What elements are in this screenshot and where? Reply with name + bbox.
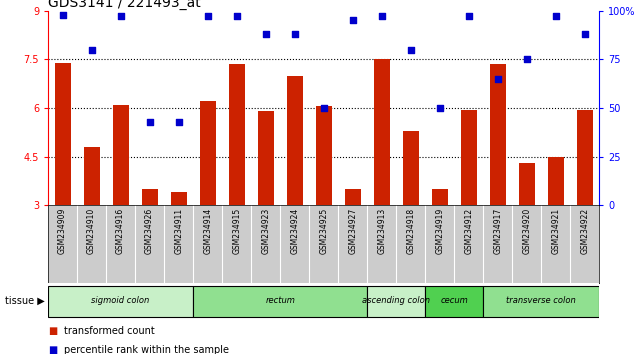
Text: ■: ■ [48,326,57,336]
Text: GSM234916: GSM234916 [116,208,125,254]
Bar [83,147,99,205]
Text: GSM234926: GSM234926 [145,208,154,254]
Point [347,18,358,23]
Bar [519,163,535,205]
Bar [316,106,331,205]
Point [115,13,126,19]
Point [290,31,300,37]
Text: GDS3141 / 221493_at: GDS3141 / 221493_at [48,0,201,10]
Bar [229,64,245,205]
Point [493,76,503,81]
FancyBboxPatch shape [425,286,483,317]
Text: GSM234924: GSM234924 [290,208,299,254]
Text: cecum: cecum [440,296,468,306]
Text: GSM234921: GSM234921 [551,208,560,254]
Point [406,47,416,52]
Text: GSM234915: GSM234915 [232,208,241,254]
Bar [199,102,215,205]
Text: GSM234913: GSM234913 [378,208,387,254]
Bar [287,75,303,205]
Bar [461,110,477,205]
Point [463,13,474,19]
Point [319,105,329,111]
Text: ■: ■ [48,346,57,354]
Bar [113,105,129,205]
Text: GSM234917: GSM234917 [494,208,503,254]
Bar [432,189,447,205]
Point [87,47,97,52]
Bar [374,59,390,205]
Text: GSM234909: GSM234909 [58,208,67,254]
Text: GSM234927: GSM234927 [348,208,357,254]
Text: GSM234918: GSM234918 [406,208,415,254]
Point [58,12,68,17]
Text: percentile rank within the sample: percentile rank within the sample [64,346,229,354]
Bar [54,63,71,205]
FancyBboxPatch shape [367,286,425,317]
Text: GSM234914: GSM234914 [203,208,212,254]
Text: GSM234919: GSM234919 [435,208,444,254]
Bar [258,111,274,205]
Text: transformed count: transformed count [64,326,155,336]
Bar [490,64,506,205]
Text: transverse colon: transverse colon [506,296,576,306]
Point [203,13,213,19]
Text: GSM234912: GSM234912 [464,208,473,254]
Bar [171,192,187,205]
Text: rectum: rectum [265,296,295,306]
Text: GSM234922: GSM234922 [580,208,589,254]
Bar [142,189,158,205]
Text: GSM234920: GSM234920 [522,208,531,254]
Point [144,119,154,125]
FancyBboxPatch shape [483,286,599,317]
Text: GSM234911: GSM234911 [174,208,183,254]
Text: sigmoid colon: sigmoid colon [92,296,150,306]
Point [231,13,242,19]
Point [435,105,445,111]
Text: ascending colon: ascending colon [362,296,430,306]
Point [260,31,271,37]
Point [174,119,184,125]
Text: GSM234910: GSM234910 [87,208,96,254]
Text: tissue ▶: tissue ▶ [5,296,45,306]
Text: GSM234925: GSM234925 [319,208,328,254]
Bar [403,131,419,205]
Point [377,13,387,19]
Bar [548,156,564,205]
FancyBboxPatch shape [193,286,367,317]
Bar [345,189,361,205]
Text: GSM234923: GSM234923 [261,208,270,254]
FancyBboxPatch shape [48,286,193,317]
Point [551,13,561,19]
Bar [577,110,593,205]
Point [579,31,590,37]
Point [522,57,532,62]
